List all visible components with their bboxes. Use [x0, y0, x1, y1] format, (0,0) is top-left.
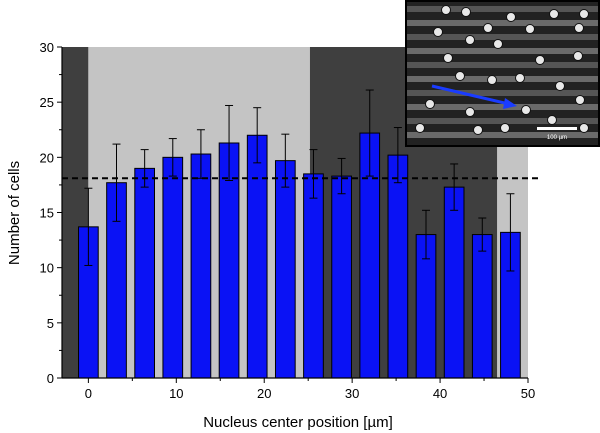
inset-cell — [525, 24, 535, 34]
x-tick-label: 10 — [169, 386, 183, 401]
x-axis-ticks: 0 10 20 30 40 50 — [85, 378, 535, 401]
bar-14 — [471, 234, 493, 379]
inset-cell — [515, 73, 525, 83]
inset-arrow-shaft — [431, 84, 510, 106]
bar-2 — [134, 167, 155, 379]
bar-11 — [387, 154, 409, 379]
inset-cell — [575, 95, 585, 105]
y-axis-ticks: 0 5 10 15 20 25 30 — [40, 40, 62, 386]
inset-micrograph: 100 µm — [405, 0, 600, 147]
bar-13 — [443, 186, 465, 379]
inset-cell — [443, 53, 453, 63]
inset-cell — [455, 71, 465, 81]
inset-cell — [579, 9, 589, 19]
inset-stripe — [407, 6, 598, 12]
bar-4 — [190, 153, 212, 379]
inset-cell — [579, 123, 589, 133]
inset-cell — [465, 35, 475, 45]
x-tick-label: 40 — [433, 386, 447, 401]
bars — [78, 132, 521, 379]
inset-stripe — [407, 34, 598, 40]
inset-cell — [521, 105, 531, 115]
x-tick-label: 20 — [257, 386, 271, 401]
x-tick-label: 30 — [345, 386, 359, 401]
inset-cell — [487, 75, 497, 85]
inset-stripe — [407, 90, 598, 96]
inset-scale-bar-label: 100 µm — [547, 135, 567, 141]
inset-cell — [415, 123, 425, 133]
inset-cell — [549, 9, 559, 19]
inset-cell — [535, 55, 545, 65]
inset-cell — [506, 12, 516, 22]
inset-scale-bar — [537, 127, 577, 130]
inset-cell — [493, 39, 503, 49]
inset-stripe — [407, 20, 598, 26]
inset-stripes — [407, 6, 598, 138]
inset-cell — [441, 5, 451, 15]
inset-stripe — [407, 76, 598, 82]
inset-cell — [425, 99, 435, 109]
inset-arrow-head — [503, 98, 517, 109]
inset-cell — [433, 27, 443, 37]
y-tick-label: 25 — [40, 95, 54, 110]
bar-3 — [162, 156, 184, 379]
bar-9 — [331, 175, 352, 379]
inset-cell — [555, 81, 565, 91]
inset-cell — [461, 7, 471, 17]
inset-cell — [483, 23, 493, 33]
inset-cell — [473, 125, 483, 135]
bar-7 — [274, 160, 296, 379]
inset-stripe — [407, 48, 598, 54]
inset-cell — [573, 51, 583, 61]
y-axis-title: Number of cells — [6, 161, 23, 265]
x-tick-label: 50 — [521, 386, 535, 401]
inset-stripe — [407, 132, 598, 138]
inset-cell — [547, 115, 557, 125]
inset-stripe — [407, 104, 598, 110]
error-bars — [84, 89, 515, 272]
inset-cell — [465, 107, 475, 117]
y-tick-label: 20 — [40, 150, 54, 165]
bar-8 — [303, 173, 324, 379]
y-tick-label: 0 — [47, 371, 54, 386]
y-tick-label: 10 — [40, 261, 54, 276]
inset-stripe — [407, 118, 598, 124]
inset-stripe — [407, 62, 598, 68]
y-tick-label: 15 — [40, 206, 54, 221]
x-axis-title: Nucleus center position [µm] — [203, 414, 393, 431]
y-tick-label: 30 — [40, 40, 54, 55]
x-tick-label: 0 — [85, 386, 92, 401]
inset-cell — [500, 123, 510, 133]
inset-cell — [574, 23, 584, 33]
inset-cells — [415, 5, 589, 135]
y-tick-label: 5 — [47, 316, 54, 331]
bar-6 — [246, 134, 268, 379]
